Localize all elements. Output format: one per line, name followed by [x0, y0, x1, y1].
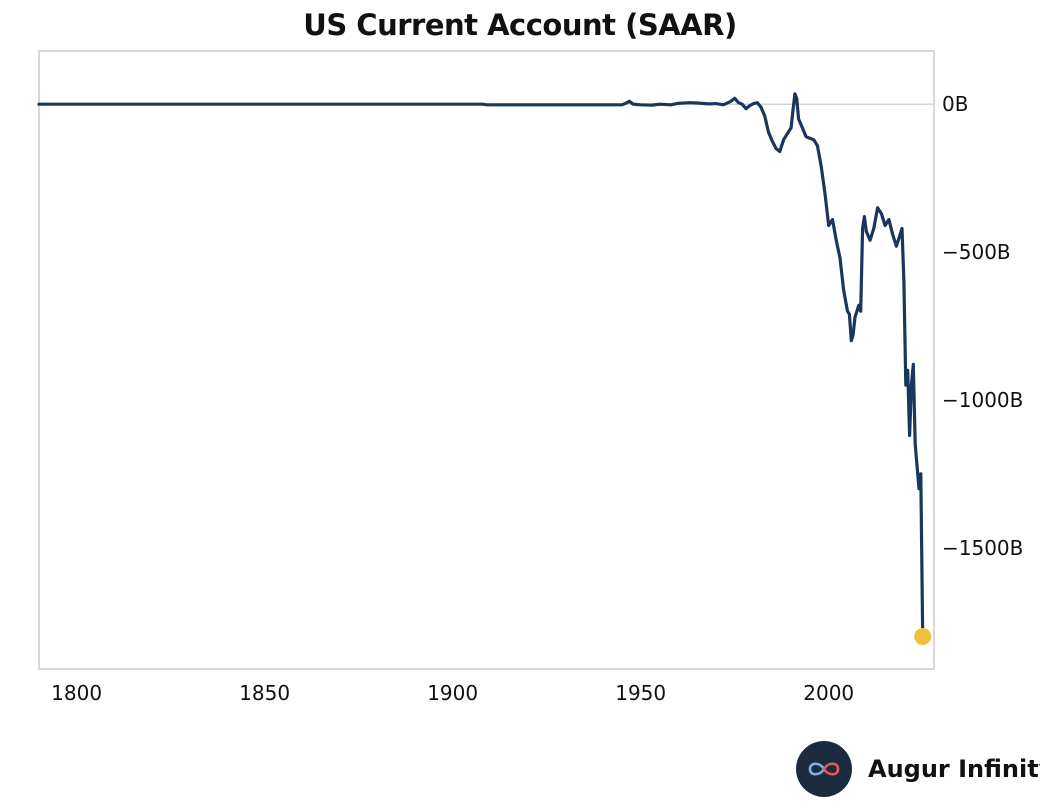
y-tick-label: −500B — [942, 240, 1011, 264]
y-tick-label: 0B — [942, 92, 968, 116]
x-tick-label: 1800 — [51, 681, 102, 705]
y-axis: 0B −500B −1000B −1500B — [942, 92, 1023, 560]
brand: Augur Infinity — [796, 741, 1040, 797]
x-tick-label: 2000 — [803, 681, 854, 705]
y-tick-label: −1500B — [942, 536, 1023, 560]
chart-title: US Current Account (SAAR) — [303, 8, 737, 42]
x-tick-label: 1850 — [239, 681, 290, 705]
brand-name: Augur Infinity — [868, 755, 1040, 783]
y-tick-label: −1000B — [942, 388, 1023, 412]
infinity-logo-icon — [796, 741, 852, 797]
x-axis: 1800 1850 1900 1950 2000 — [51, 681, 854, 705]
plot-frame — [38, 50, 935, 670]
x-tick-label: 1950 — [615, 681, 666, 705]
last-value-marker — [914, 627, 932, 645]
series-line — [37, 92, 925, 639]
x-tick-label: 1900 — [427, 681, 478, 705]
